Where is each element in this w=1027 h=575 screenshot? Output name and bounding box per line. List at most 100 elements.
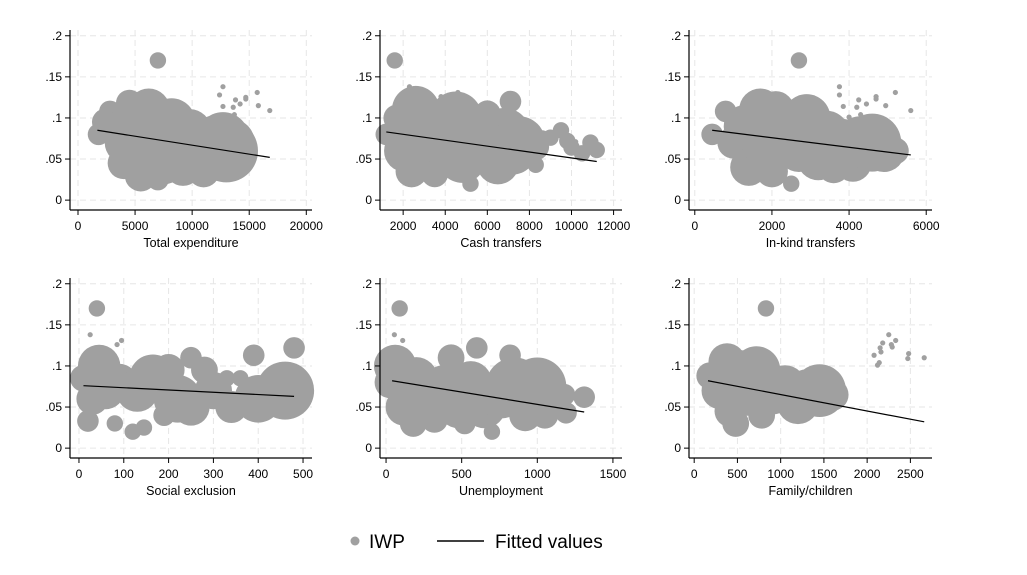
data-point [508,357,567,416]
y-tick-label: .1 [671,111,681,125]
data-point [231,112,237,118]
data-point [220,103,226,110]
data-point [877,345,883,351]
data-point [114,341,120,348]
x-tick-label: 2000 [390,219,417,233]
data-point [267,107,273,114]
x-tick-label: 100 [114,467,134,481]
y-tick-label: .15 [664,70,681,84]
data-point [391,332,397,338]
scatter-points [696,300,927,437]
x-tick-label: 500 [293,467,313,481]
panel-5: 0 .05 .1 .15 .2 0 500 1000 1500 Unemployment [355,277,626,498]
data-point [386,52,403,69]
y-tick-label: .05 [664,400,681,414]
y-tick-label: 0 [674,193,681,207]
y-tick-label: .05 [355,400,372,414]
y-tick-label: 0 [55,193,62,207]
x-axis-title: Cash transfers [460,236,541,250]
data-point [106,415,124,432]
data-point [908,107,914,114]
panel-4: 0 .05 .1 .15 .2 0 100 200 300 400 500 Social exclus… [45,277,315,498]
data-point [893,337,899,344]
y-tick-label: 0 [55,441,62,455]
data-point [232,97,239,103]
x-tick-label: 300 [203,467,223,481]
data-point [226,114,232,120]
data-point [149,52,167,69]
data-point [147,168,169,191]
data-point [118,337,125,344]
data-point [438,93,444,100]
x-tick-label: 0 [691,467,698,481]
y-tick-label: .1 [362,359,372,373]
y-tick-label: 0 [365,441,372,455]
fitted-line [386,131,597,163]
x-tick-label: 2500 [897,467,924,481]
x-tick-label: 2000 [854,467,881,481]
x-tick-label: 10000 [175,219,209,233]
x-axis-title: Social exclusion [146,484,236,498]
data-point [846,114,852,120]
data-point [783,175,800,192]
legend: IWP Fitted values [350,532,603,553]
x-axis-title: Unemployment [459,484,544,498]
data-point [701,123,723,146]
x-tick-label: 5000 [122,219,149,233]
data-point [216,92,223,98]
legend-marker-iwp [350,536,360,546]
data-point [836,84,843,90]
x-tick-label: 6000 [474,219,501,233]
panel-1: 0 .05 .1 .15 .2 0 5000 10000 15000 20000 Total exp… [45,29,323,250]
x-tick-label: 0 [75,219,82,233]
panel-3: 0 .05 .1 .15 .2 0 2000 4000 6000 In-kind transfer… [664,29,940,250]
data-point [462,175,479,192]
data-point [230,104,236,110]
fitted-line [392,380,585,413]
data-point [790,52,808,69]
data-point [255,103,261,109]
y-tick-label: .05 [45,400,62,414]
data-point [573,139,579,145]
data-point [256,361,315,420]
legend-label-fitted: Fitted values [495,532,603,553]
x-tick-label: 500 [452,467,472,481]
data-point [886,332,892,338]
x-tick-label: 1500 [600,467,627,481]
y-tick-label: .15 [664,318,681,332]
y-tick-label: .15 [355,70,372,84]
data-point [840,103,846,110]
y-tick-label: .1 [52,111,62,125]
y-tick-label: .05 [45,152,62,166]
data-point [77,410,99,432]
x-axis-title: Total expenditure [143,236,238,250]
data-point [755,155,788,188]
x-tick-label: 1000 [767,467,794,481]
data-point [220,84,226,90]
fitted-line [712,129,911,156]
x-tick-label: 2000 [759,219,786,233]
fitted-line [83,385,295,397]
y-tick-label: .05 [664,152,681,166]
data-point [881,137,909,165]
data-point [437,344,465,372]
data-point [588,141,605,159]
data-point [483,423,501,440]
scatter-points [375,52,605,192]
x-tick-label: 0 [691,219,698,233]
x-tick-label: 400 [248,467,268,481]
x-axis-title: Family/children [768,484,852,498]
fitted-line [97,129,270,158]
y-tick-label: .2 [52,29,62,43]
data-point [906,351,912,357]
y-tick-label: .15 [355,318,372,332]
data-point [883,103,889,109]
data-point [880,340,886,346]
y-tick-label: .2 [671,29,681,43]
x-tick-label: 4000 [432,219,459,233]
x-tick-label: 20000 [290,219,324,233]
y-tick-label: .15 [45,70,62,84]
data-point [406,84,413,90]
